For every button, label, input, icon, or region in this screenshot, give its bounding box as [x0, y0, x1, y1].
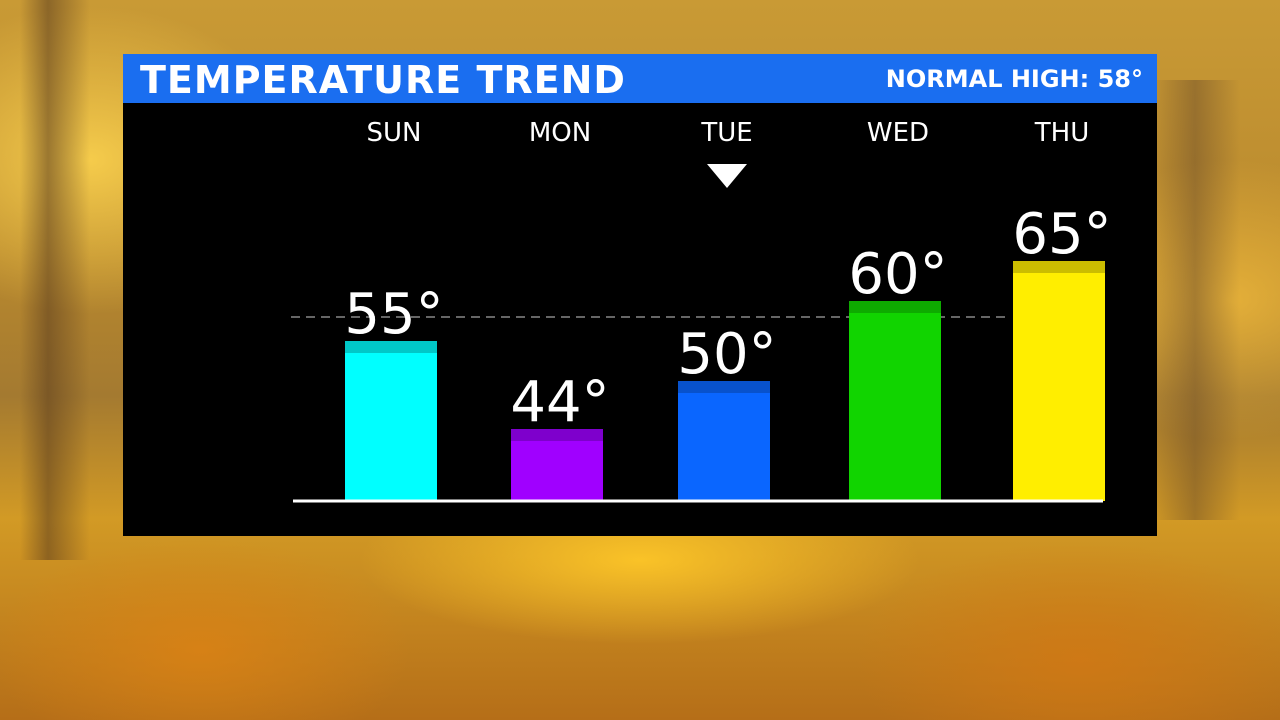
day-label-sun: SUN — [366, 118, 422, 148]
panel-header: TEMPERATURE TREND NORMAL HIGH: 58° — [123, 54, 1157, 103]
day-label-wed: WED — [866, 118, 930, 148]
bar-sun — [345, 341, 437, 501]
background-tree-trunk — [20, 0, 90, 560]
value-label-sun: 55° — [344, 282, 443, 347]
day-label-mon: MON — [528, 118, 592, 148]
bar-wed — [849, 301, 941, 501]
bar-cap-mon — [511, 429, 603, 441]
bar-thu — [1013, 261, 1105, 501]
value-label-thu: 65° — [1012, 202, 1111, 267]
temperature-trend-panel: TEMPERATURE TREND NORMAL HIGH: 58° SUN MO… — [123, 54, 1157, 536]
bar-cap-tue — [678, 381, 770, 393]
background-tree-trunk — [1150, 80, 1240, 520]
value-label-wed: 60° — [848, 242, 947, 307]
day-label-thu: THU — [1034, 118, 1090, 148]
panel-title: TEMPERATURE TREND — [140, 58, 626, 102]
bar-cap-wed — [849, 301, 941, 313]
day-label-tue: TUE — [701, 118, 753, 148]
bar-tue — [678, 381, 770, 501]
value-label-tue: 50° — [677, 322, 776, 387]
temperature-bar-chart: 55° 44° 50° 60° 65° — [291, 202, 1112, 503]
bar-cap-thu — [1013, 261, 1105, 273]
normal-high-label: NORMAL HIGH: 58° — [885, 65, 1143, 93]
triangle-down-icon — [707, 164, 747, 188]
value-label-mon: 44° — [510, 370, 609, 435]
bar-cap-sun — [345, 341, 437, 353]
